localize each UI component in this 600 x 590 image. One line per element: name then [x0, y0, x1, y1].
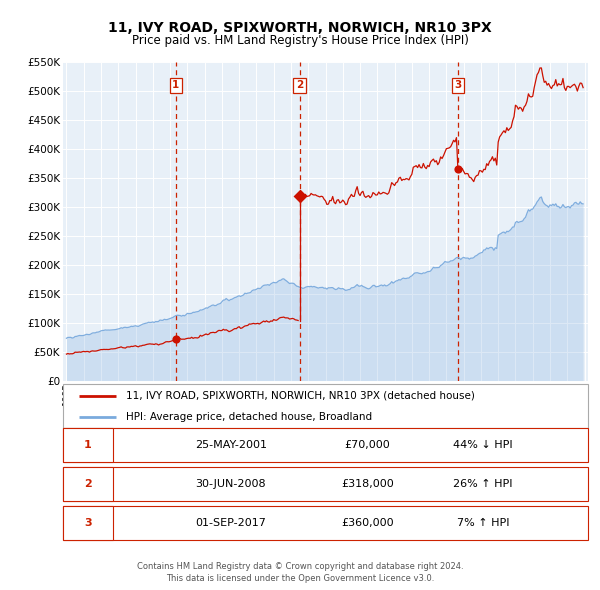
Text: 2: 2 [84, 479, 92, 489]
FancyBboxPatch shape [63, 467, 588, 501]
Point [171, 335, 181, 344]
Text: 3: 3 [84, 518, 92, 527]
FancyBboxPatch shape [63, 428, 588, 462]
FancyBboxPatch shape [63, 428, 113, 462]
Text: 30-JUN-2008: 30-JUN-2008 [196, 479, 266, 489]
Text: 3: 3 [454, 80, 461, 90]
Point [295, 192, 304, 201]
Text: 11, IVY ROAD, SPIXWORTH, NORWICH, NR10 3PX (detached house): 11, IVY ROAD, SPIXWORTH, NORWICH, NR10 3… [126, 391, 475, 401]
Text: £360,000: £360,000 [341, 518, 394, 527]
Text: 44% ↓ HPI: 44% ↓ HPI [453, 440, 513, 450]
Text: 26% ↑ HPI: 26% ↑ HPI [453, 479, 513, 489]
Text: Contains HM Land Registry data © Crown copyright and database right 2024.
This d: Contains HM Land Registry data © Crown c… [137, 562, 463, 583]
Text: 1: 1 [84, 440, 92, 450]
Text: 7% ↑ HPI: 7% ↑ HPI [457, 518, 509, 527]
Text: £318,000: £318,000 [341, 479, 394, 489]
Text: £70,000: £70,000 [344, 440, 391, 450]
FancyBboxPatch shape [63, 506, 588, 540]
Text: Price paid vs. HM Land Registry's House Price Index (HPI): Price paid vs. HM Land Registry's House … [131, 34, 469, 47]
Text: HPI: Average price, detached house, Broadland: HPI: Average price, detached house, Broa… [126, 412, 372, 422]
FancyBboxPatch shape [63, 467, 113, 501]
FancyBboxPatch shape [63, 384, 588, 428]
Text: 25-MAY-2001: 25-MAY-2001 [195, 440, 267, 450]
Text: 1: 1 [172, 80, 179, 90]
Text: 01-SEP-2017: 01-SEP-2017 [196, 518, 266, 527]
Text: 2: 2 [296, 80, 303, 90]
Text: 11, IVY ROAD, SPIXWORTH, NORWICH, NR10 3PX: 11, IVY ROAD, SPIXWORTH, NORWICH, NR10 3… [108, 21, 492, 35]
Point [453, 165, 463, 174]
FancyBboxPatch shape [63, 506, 113, 540]
